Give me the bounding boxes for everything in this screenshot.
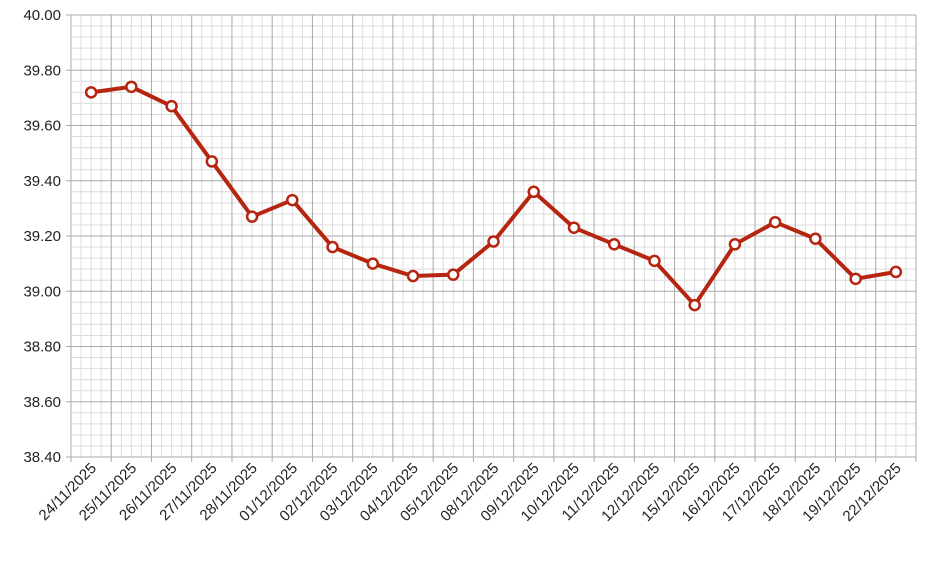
point — [447, 268, 460, 281]
y-tick-label: 39.00 — [23, 283, 61, 300]
y-tick-label: 40.00 — [23, 7, 61, 24]
point — [728, 238, 742, 251]
point — [205, 155, 219, 168]
point — [567, 221, 581, 234]
point — [245, 210, 259, 223]
point — [809, 232, 822, 246]
point — [768, 215, 782, 229]
point — [125, 80, 138, 94]
y-tick-label: 38.40 — [23, 449, 61, 466]
y-tick-label: 39.80 — [23, 62, 61, 79]
y-tick-label: 39.20 — [23, 228, 61, 245]
point — [286, 193, 299, 207]
point — [688, 298, 701, 312]
point — [607, 238, 621, 251]
point — [889, 265, 903, 279]
y-tick-label: 38.80 — [23, 339, 61, 356]
point — [406, 269, 420, 283]
y-tick-label: 39.40 — [23, 173, 61, 190]
point — [849, 272, 862, 286]
y-tick-label: 39.60 — [23, 118, 61, 135]
point — [487, 235, 500, 248]
point — [527, 185, 540, 199]
point — [648, 254, 661, 268]
point — [165, 99, 178, 113]
point — [84, 86, 98, 99]
point — [326, 240, 339, 254]
y-tick-label: 38.60 — [23, 394, 61, 411]
point — [366, 257, 380, 270]
